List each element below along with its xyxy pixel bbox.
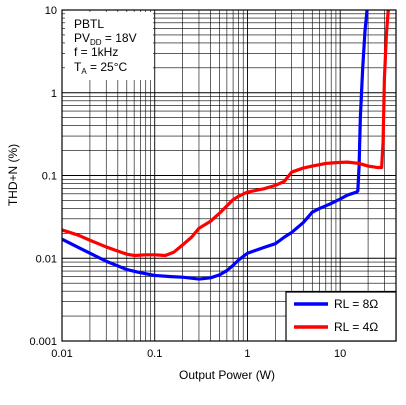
- y-axis-label: THD+N (%): [6, 144, 20, 206]
- legend-label-rl-4-ohm: RL = 4Ω: [334, 320, 378, 334]
- condition-pvdd-value: = 18V: [102, 31, 137, 45]
- y-tick-label: 10: [45, 5, 57, 17]
- condition-pvdd: PVDD = 18V: [74, 31, 137, 47]
- condition-pvdd-main: PV: [74, 31, 90, 45]
- x-axis-label: Output Power (W): [179, 368, 275, 382]
- legend: RL = 8Ω RL = 4Ω: [285, 291, 397, 342]
- test-conditions-box: PBTL PVDD = 18V f = 1kHz TA = 25°C: [65, 12, 153, 80]
- condition-pvdd-sub: DD: [90, 38, 102, 47]
- conditions-box-background: [65, 12, 153, 80]
- condition-temperature-sub: A: [81, 67, 87, 76]
- condition-temperature: TA = 25°C: [74, 60, 128, 76]
- legend-box: [285, 291, 397, 342]
- plot-frame: [61, 9, 397, 342]
- y-tick-label: 1: [51, 88, 57, 100]
- x-tick-label: 0.01: [51, 348, 72, 360]
- condition-temperature-value: = 25°C: [87, 60, 128, 74]
- series-line-rl-4ohm: [62, 10, 390, 258]
- x-tick-label: 10: [334, 348, 346, 360]
- x-tick-label: 0.1: [147, 348, 162, 360]
- condition-temperature-main: T: [74, 60, 82, 74]
- condition-pbtl: PBTL: [74, 17, 104, 31]
- condition-frequency: f = 1kHz: [74, 45, 118, 59]
- y-tick-label: 0.1: [42, 171, 57, 183]
- y-tick-label: 0.01: [36, 253, 57, 265]
- series-layer: [62, 10, 390, 281]
- legend-label-rl-8-ohm: RL = 8Ω: [334, 297, 378, 311]
- series-line-rl-8ohm: [62, 10, 369, 281]
- y-tick-label: 0.001: [29, 336, 57, 348]
- x-tick-label: 1: [244, 348, 250, 360]
